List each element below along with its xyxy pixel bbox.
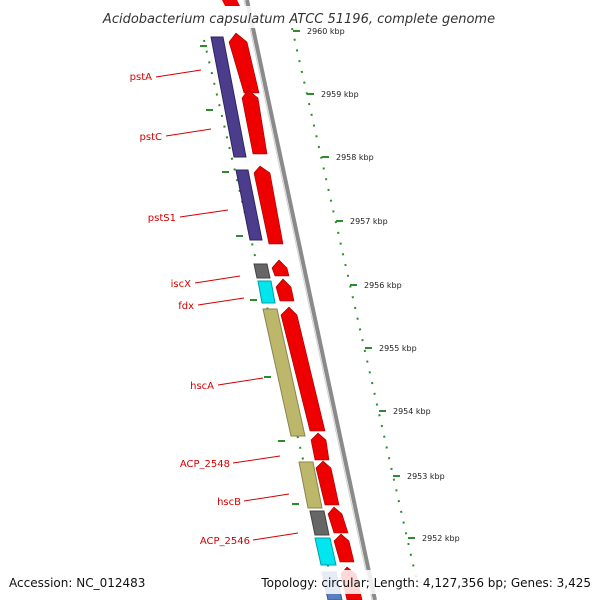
gene-blocks (210, 36, 343, 600)
genome-backbone-highlight (243, 0, 373, 600)
gene-label-fdx[interactable]: fdx (178, 301, 194, 312)
leader-hscA (217, 377, 264, 386)
genome-summary-text: Topology: circular; Length: 4,127,356 bp… (260, 576, 591, 590)
cds-arrow[interactable] (222, 0, 240, 6)
gene-label-pstA[interactable]: pstA (130, 72, 152, 83)
title-background (80, 6, 520, 28)
scale-ticks (200, 30, 415, 539)
cds-arrow[interactable] (333, 533, 355, 563)
leader-ACP_2546 (252, 532, 299, 541)
gene-label-ACP_2548[interactable]: ACP_2548 (180, 459, 230, 470)
scale-label: 2952 kbp (422, 534, 460, 543)
leader-pstA (155, 69, 202, 78)
cds-arrow[interactable] (327, 506, 349, 534)
gene-label-iscX[interactable]: iscX (171, 279, 191, 290)
cds-arrows (222, 0, 363, 600)
scale-track-outer (291, 27, 421, 596)
scale-label: 2956 kbp (364, 281, 402, 290)
genome-backbone (245, 0, 377, 600)
cds-arrow[interactable] (310, 432, 330, 461)
gene-label-ACP_2546[interactable]: ACP_2546 (200, 536, 250, 547)
leader-ACP_2548 (232, 455, 281, 464)
gene-block-cyan[interactable] (314, 537, 337, 566)
gene-label-hscB[interactable]: hscB (217, 497, 241, 508)
map-title: Acidobacterium capsulatum ATCC 51196, co… (102, 12, 495, 27)
scale-label: 2955 kbp (379, 344, 417, 353)
scale-label: 2958 kbp (336, 153, 374, 162)
cds-arrow[interactable] (228, 32, 260, 94)
scale-label: 2953 kbp (407, 472, 445, 481)
scale-label: 2957 kbp (350, 217, 388, 226)
accession-text: Accession: NC_012483 (9, 576, 145, 590)
leader-iscX (194, 275, 241, 284)
cds-arrow[interactable] (280, 306, 326, 432)
gene-labels: pstA pstC pstS1 iscX fdx hscA ACP_2548 h… (130, 72, 250, 547)
leader-pstC (165, 128, 212, 137)
cds-arrow[interactable] (315, 460, 340, 506)
scale-label: 2960 kbp (307, 27, 345, 36)
gene-block-fdx[interactable] (257, 280, 276, 304)
footer-background (0, 570, 600, 594)
gene-label-pstC[interactable]: pstC (140, 132, 162, 143)
cds-arrow[interactable] (271, 259, 290, 277)
leader-hscB (243, 493, 290, 502)
gene-block-hscA[interactable] (262, 308, 306, 437)
cds-arrow[interactable] (241, 89, 268, 155)
gene-block-hscB[interactable] (298, 461, 323, 509)
scale-labels: 2960 kbp 2959 kbp 2958 kbp 2957 kbp 2956 kbp… (307, 27, 460, 543)
gene-block-pstS1[interactable] (235, 169, 263, 241)
gene-block-pstA-pstC[interactable] (210, 36, 247, 158)
gene-label-leaders (155, 69, 299, 541)
leader-pstS1 (179, 209, 229, 218)
cds-arrow[interactable] (275, 278, 295, 302)
gene-block-grey[interactable] (309, 510, 330, 536)
scale-label: 2959 kbp (321, 90, 359, 99)
gene-label-pstS1[interactable]: pstS1 (148, 213, 176, 224)
leader-fdx (197, 297, 245, 306)
scale-label: 2954 kbp (393, 407, 431, 416)
gene-block-iscX[interactable] (253, 263, 271, 279)
gene-label-hscA[interactable]: hscA (190, 381, 214, 392)
cds-arrow[interactable] (253, 165, 284, 245)
